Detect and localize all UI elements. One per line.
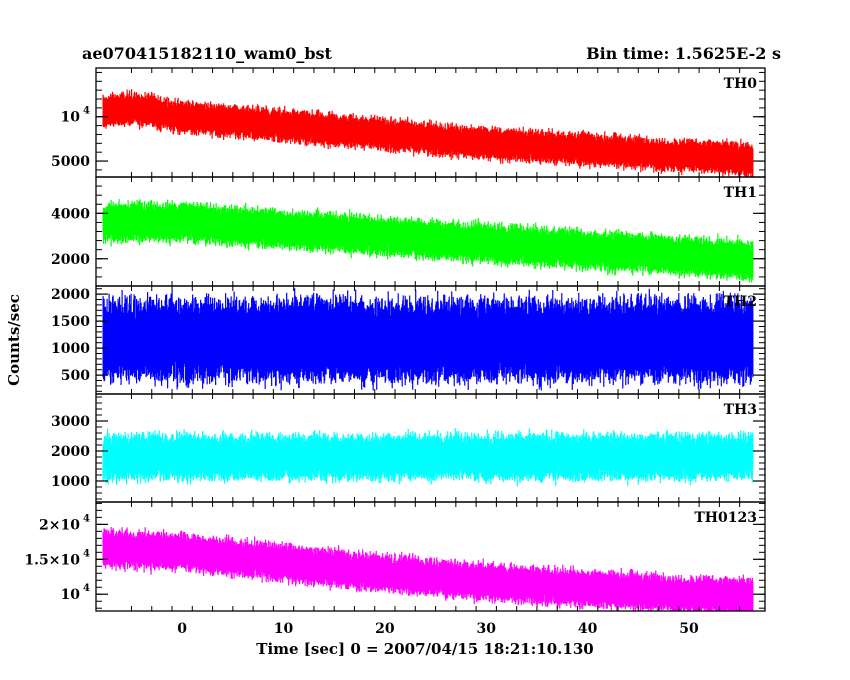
y-tick-label: 1500 [51, 314, 90, 330]
x-tick-label: 20 [375, 621, 395, 637]
y-tick-label: 2000 [51, 287, 90, 303]
series-th0 [102, 89, 754, 177]
x-tick-label: 30 [477, 621, 497, 637]
y-tick-exponent: 4 [83, 583, 90, 594]
panel-label: TH2 [724, 294, 757, 310]
x-axis-label: Time [sec] 0 = 2007/04/15 18:21:10.130 [256, 640, 593, 658]
y-tick-label: 5000 [51, 154, 90, 170]
panel-label: TH3 [724, 402, 757, 418]
y-tick-label: 1.5×10 [24, 552, 80, 568]
panel-th2: 500 1000 1500 2000 TH2 [51, 285, 766, 395]
y-tick-label: 10 [61, 110, 81, 126]
y-tick-label: 10 [61, 587, 81, 603]
bin-time-label: Bin time: 1.5625E-2 s [586, 44, 781, 63]
series-th0123 [102, 526, 754, 611]
x-axis: 0 10 20 30 40 50 [177, 621, 699, 637]
x-tick-label: 10 [274, 621, 294, 637]
y-tick-label: 1000 [51, 474, 90, 490]
x-tick-label: 40 [578, 621, 598, 637]
series-th3 [102, 428, 754, 487]
y-tick-label: 4000 [51, 206, 90, 222]
series-th1 [102, 199, 754, 283]
y-tick-label: 2000 [51, 444, 90, 460]
y-tick-exponent: 4 [83, 513, 90, 524]
panel-th1: 2000 4000 TH1 [51, 176, 766, 287]
series-th2 [102, 288, 754, 391]
panel-th0: 5000 10 4 TH0 [51, 67, 766, 178]
y-tick-label: 2000 [51, 252, 90, 268]
panel-th3: 1000 2000 3000 TH3 [51, 393, 766, 503]
y-tick-label: 2×10 [39, 517, 80, 533]
chart-title: ae070415182110_wam0_bst [82, 44, 333, 63]
x-tick-label: 0 [177, 621, 187, 637]
y-tick-exponent: 4 [83, 106, 90, 117]
y-tick-label: 500 [61, 368, 90, 384]
x-tick-label: 50 [679, 621, 699, 637]
panel-label: TH0123 [694, 510, 757, 526]
y-tick-label: 1000 [51, 341, 90, 357]
panel-frame [95, 501, 766, 612]
panel-label: TH1 [724, 185, 757, 201]
y-tick-exponent: 4 [83, 548, 90, 559]
panel-label: TH0 [724, 76, 758, 92]
y-tick-label: 3000 [51, 414, 90, 430]
y-axis-label: Counts/sec [5, 294, 23, 386]
panel-th0123: 10 41.5×10 42×10 4 TH0123 [24, 501, 766, 612]
